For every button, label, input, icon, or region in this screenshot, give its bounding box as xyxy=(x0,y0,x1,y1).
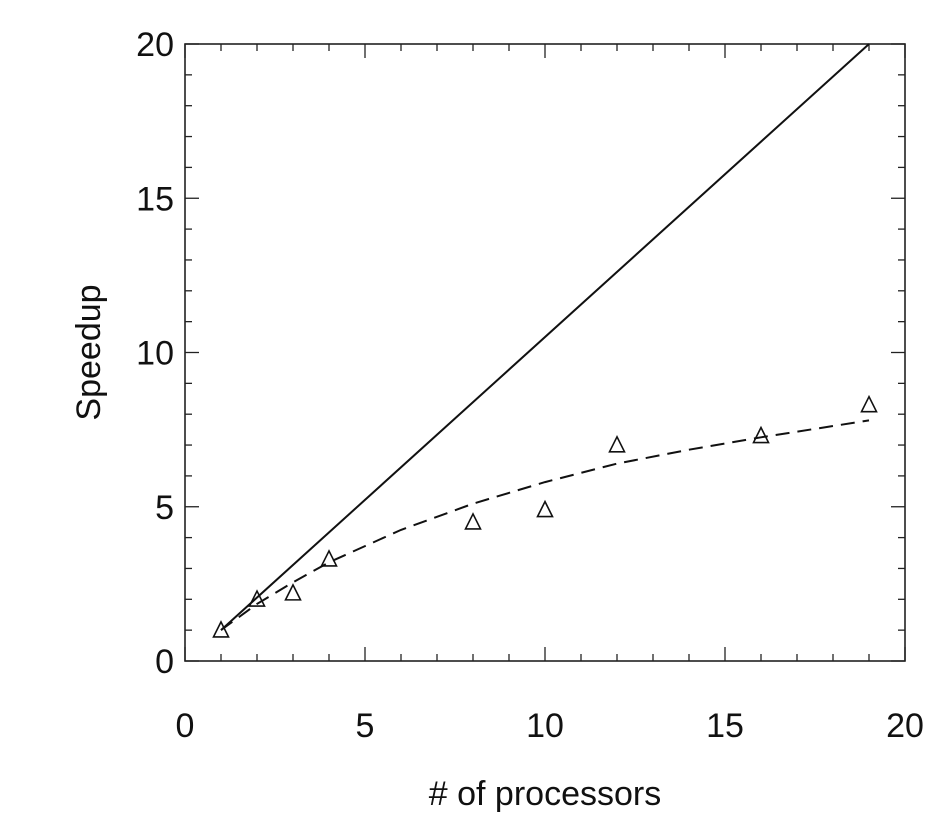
plot-frame xyxy=(184,43,906,662)
triangle-marker xyxy=(284,583,302,601)
triangle-marker xyxy=(464,512,482,530)
triangle-marker xyxy=(248,589,266,607)
triangle-marker xyxy=(860,394,878,413)
x-tick-label: 0 xyxy=(176,707,195,745)
triangle-marker xyxy=(536,499,554,518)
y-tick-label: 5 xyxy=(155,489,174,527)
x-axis-label: # of processors xyxy=(429,775,661,813)
x-tick-label: 5 xyxy=(356,707,375,745)
y-tick-label: 0 xyxy=(155,643,174,681)
triangle-marker xyxy=(608,435,626,453)
x-tick-label: 15 xyxy=(706,707,744,745)
ideal-speedup-line xyxy=(220,43,870,631)
axis-ticks xyxy=(184,43,906,662)
plot-border xyxy=(184,43,906,662)
fit-curve-dashed xyxy=(220,419,870,631)
y-tick-label: 10 xyxy=(136,335,174,373)
triangle-marker xyxy=(752,425,770,444)
x-tick-label: 10 xyxy=(526,707,564,745)
y-tick-label: 20 xyxy=(136,26,174,64)
tick-labels: 0 5 10 15 20 0 5 10 15 20 xyxy=(136,26,924,745)
series-lines xyxy=(220,43,870,631)
data-markers xyxy=(212,394,878,638)
y-tick-label: 15 xyxy=(136,180,174,218)
triangle-marker xyxy=(212,620,230,638)
y-axis-label: Speedup xyxy=(70,284,108,420)
triangle-marker xyxy=(320,549,338,567)
x-tick-label: 20 xyxy=(886,707,924,745)
